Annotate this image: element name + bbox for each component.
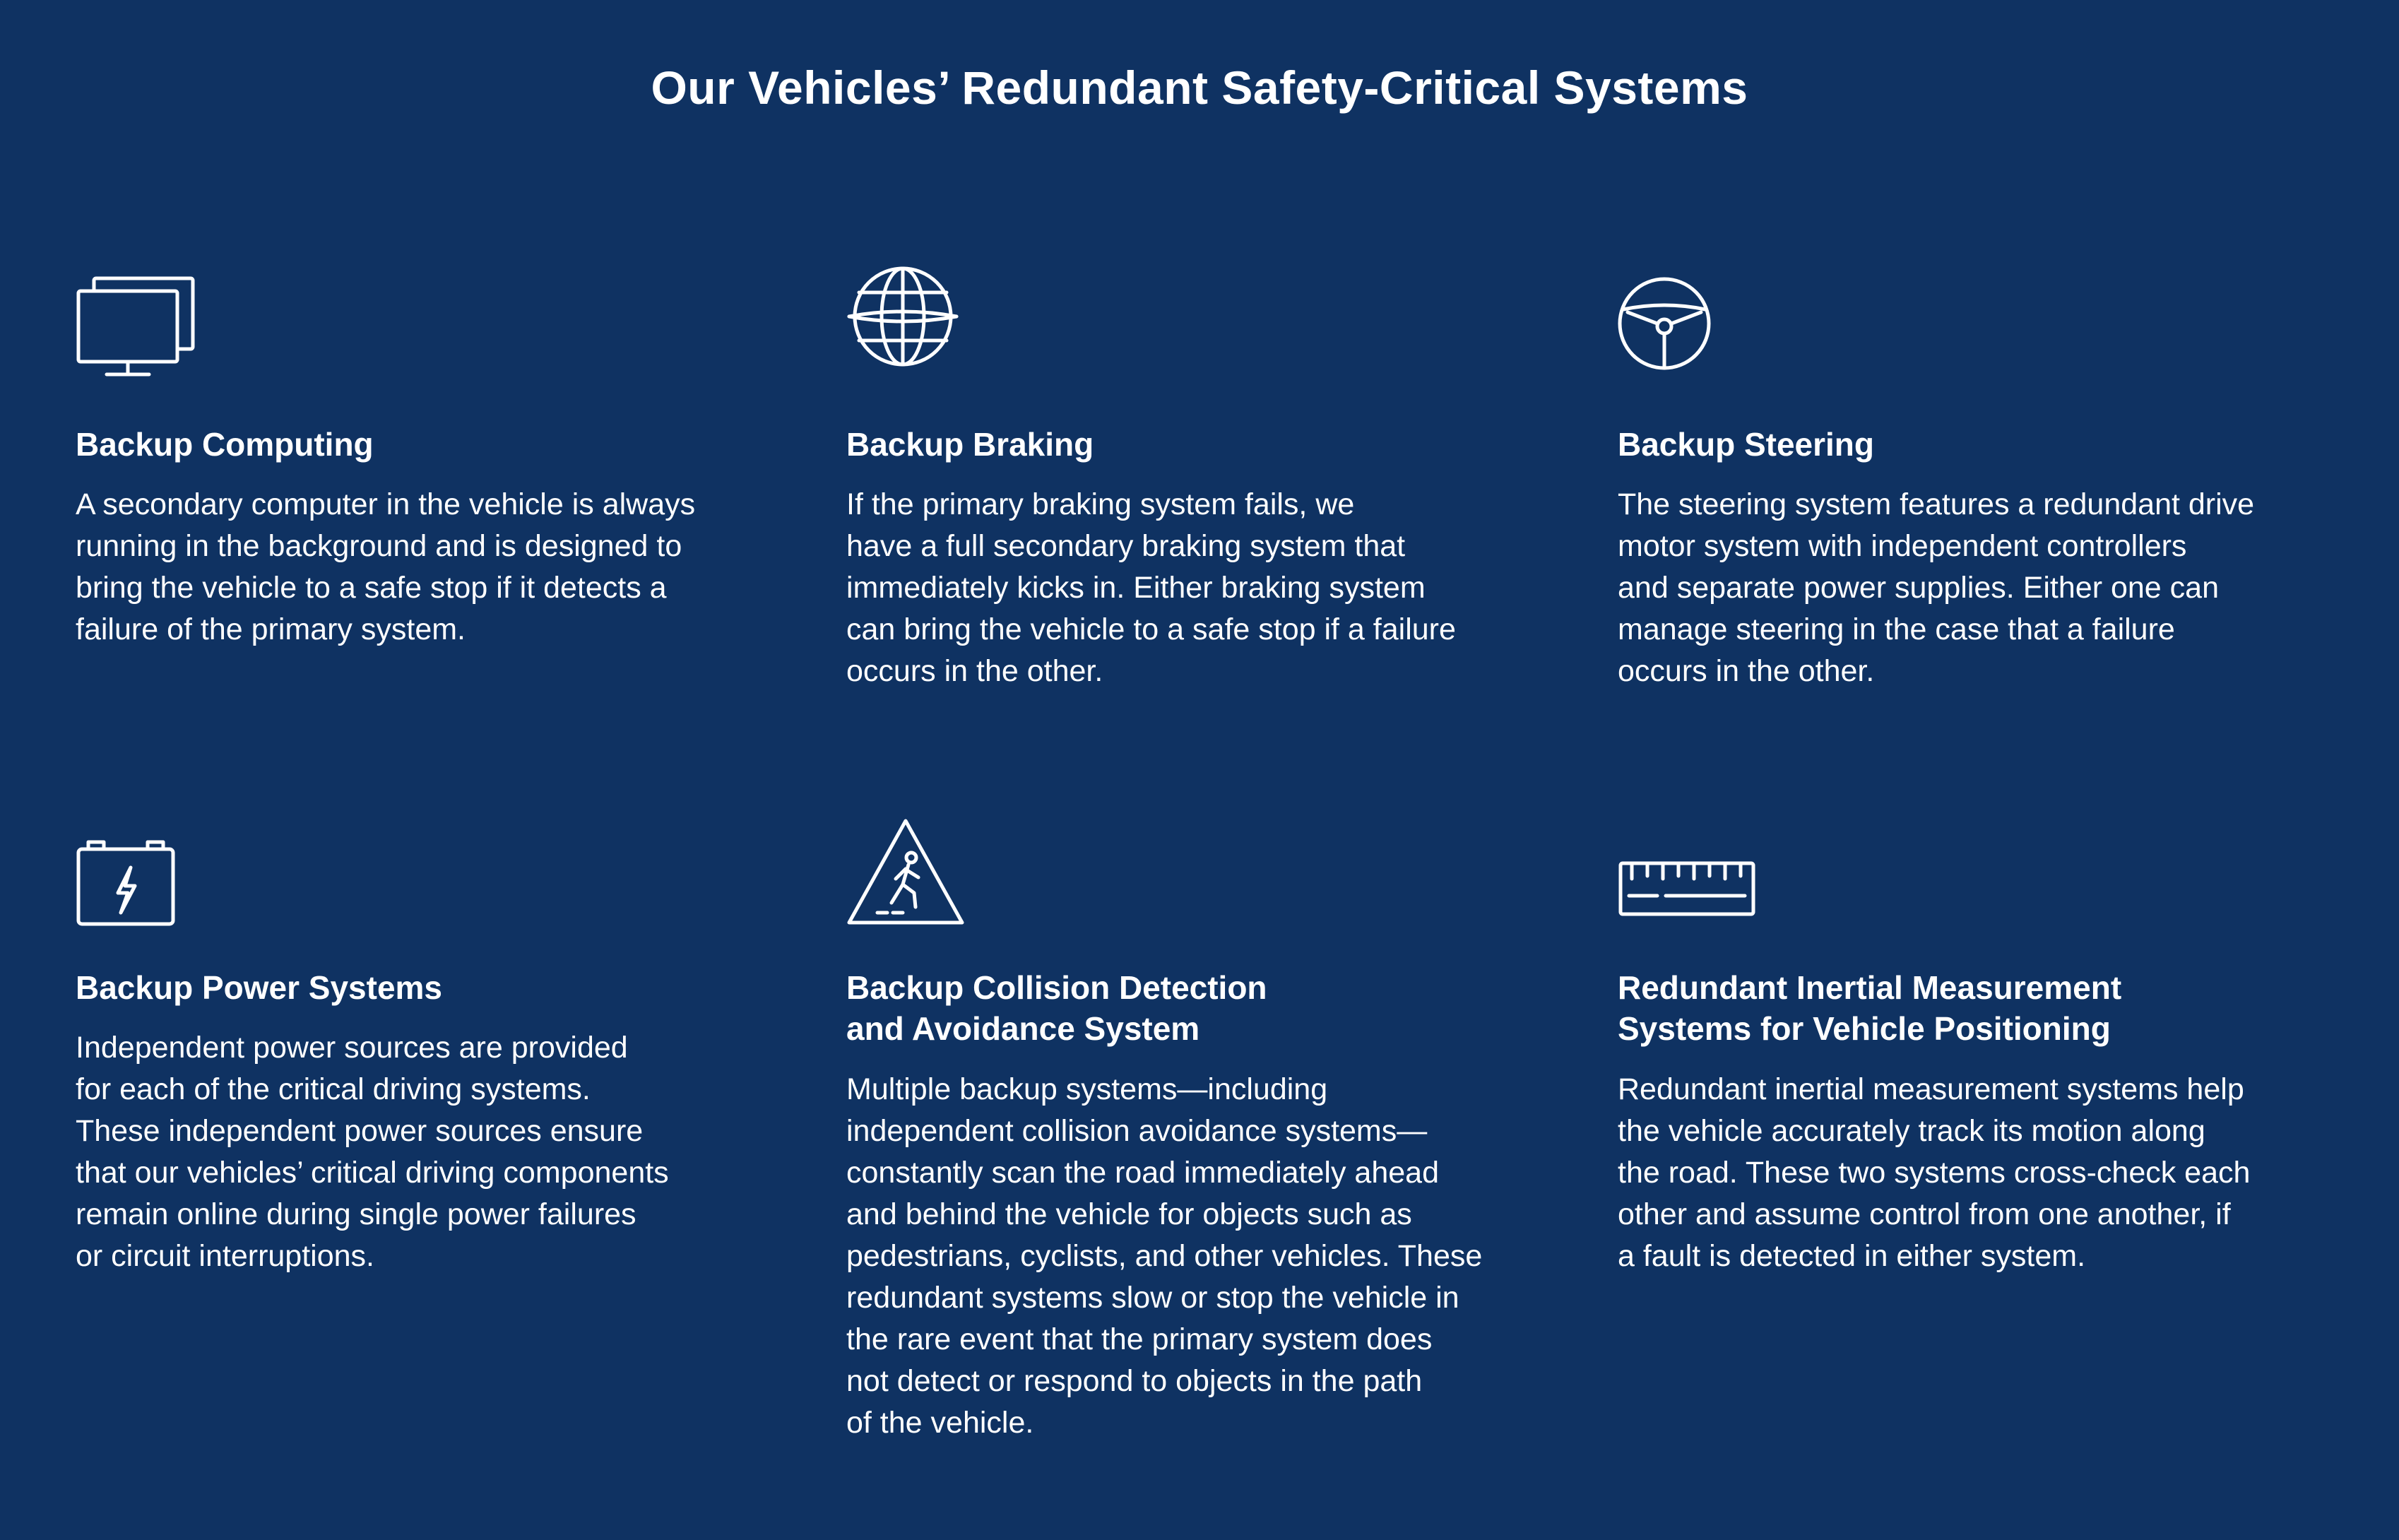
steering-wheel-icon [1618, 277, 1711, 370]
card-description: If the primary braking system fails, we … [846, 487, 1456, 688]
card-backup-computing: Backup Computing A secondary computer in… [76, 254, 789, 692]
card-backup-collision-detection: Backup Collision Detection and Avoidance… [846, 812, 1560, 1448]
card-title: Redundant Inertial Measurement Systems f… [1618, 969, 2122, 1047]
card-backup-power-systems: Backup Power Systems Independent power s… [76, 812, 789, 1448]
computer-monitors-icon [76, 276, 195, 377]
card-description: Independent power sources are provided f… [76, 1031, 669, 1273]
globe-icon [847, 266, 959, 367]
card-title: Backup Steering [1618, 426, 1874, 463]
card-title: Backup Power Systems [76, 969, 443, 1006]
battery-icon [76, 840, 175, 926]
card-description: A secondary computer in the vehicle is a… [76, 487, 696, 646]
card-title: Backup Collision Detection and Avoidance… [846, 969, 1267, 1047]
card-title: Backup Computing [76, 426, 374, 463]
card-inertial-measurement: Redundant Inertial Measurement Systems f… [1618, 812, 2331, 1448]
pedestrian-warning-icon [847, 819, 964, 925]
card-description: Redundant inertial measurement systems h… [1618, 1072, 2251, 1273]
card-description: The steering system features a redundant… [1618, 487, 2255, 688]
card-title: Backup Braking [846, 426, 1094, 463]
card-backup-braking: Backup Braking If the primary braking sy… [846, 254, 1560, 692]
page-title: Our Vehicles’ Redundant Safety-Critical … [651, 61, 1748, 114]
ruler-icon [1618, 861, 1755, 916]
card-description: Multiple backup systems—including indepe… [846, 1072, 1483, 1440]
card-backup-steering: Backup Steering The steering system feat… [1618, 254, 2331, 692]
